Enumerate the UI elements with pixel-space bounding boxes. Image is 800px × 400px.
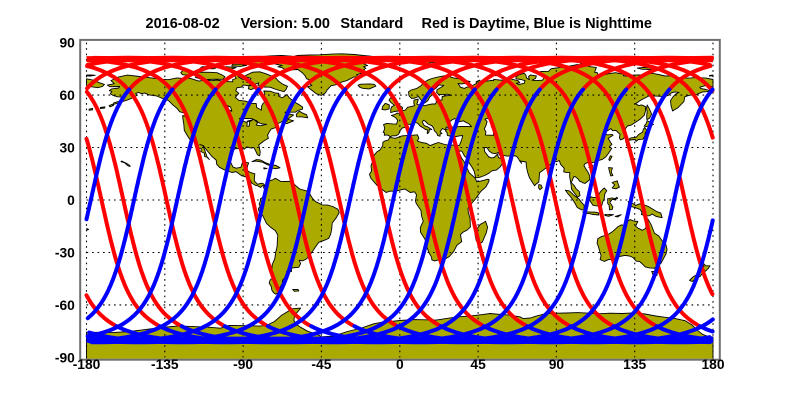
svg-text:-30: -30 [55,245,75,260]
svg-text:2016-08-02: 2016-08-02 [146,16,220,32]
svg-text:-180: -180 [73,357,101,372]
svg-text:30: 30 [59,140,75,155]
svg-text:Version: 5.00: Version: 5.00 [241,16,330,32]
svg-text:90: 90 [59,36,75,51]
svg-text:45: 45 [470,357,486,372]
svg-text:90: 90 [549,357,565,372]
svg-text:-45: -45 [311,357,331,372]
svg-text:135: 135 [623,357,646,372]
svg-text:-90: -90 [233,357,253,372]
svg-text:-60: -60 [55,298,75,313]
svg-text:0: 0 [396,357,404,372]
svg-text:Standard: Standard [340,16,403,32]
svg-text:-135: -135 [151,357,179,372]
svg-text:0: 0 [67,193,75,208]
svg-text:180: 180 [701,357,724,372]
svg-text:-90: -90 [55,350,75,365]
svg-text:60: 60 [59,88,75,103]
svg-text:Red is Daytime, Blue is Nightt: Red is Daytime, Blue is Nighttime [422,16,652,32]
